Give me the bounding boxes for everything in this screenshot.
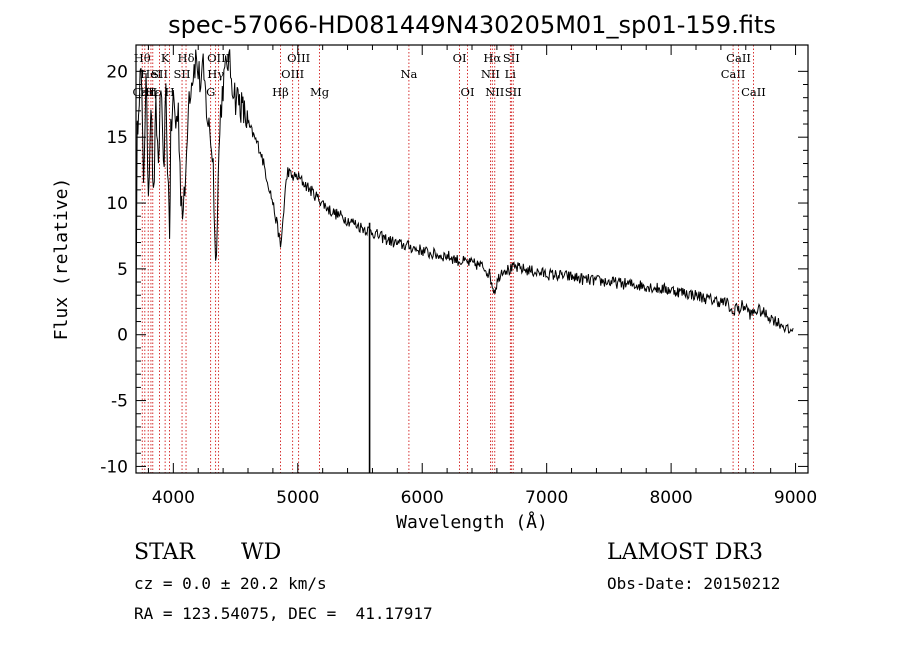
line-marker-label: NII [485, 85, 504, 99]
x-tick-label: 6000 [401, 488, 444, 508]
line-marker-label: NII [481, 67, 500, 81]
y-tick-label: -5 [111, 392, 128, 412]
line-marker-label: SII [505, 85, 522, 99]
line-marker-label: Hδ [178, 51, 195, 65]
line-marker-label: Hβ [272, 85, 289, 99]
line-marker-label: CaII [721, 67, 746, 81]
x-tick-label: 4000 [152, 488, 195, 508]
coordinates-info: RA = 123.54075, DEC = 41.17917 [134, 604, 433, 623]
y-tick-label: 0 [117, 326, 128, 346]
line-marker-label: H [165, 85, 175, 99]
x-tick-label: 7000 [525, 488, 568, 508]
line-marker-label: OIII [281, 67, 304, 81]
line-marker-label: Hα [483, 51, 501, 65]
spectrum-group [135, 49, 794, 473]
line-marker-label: OI [461, 85, 475, 99]
line-marker-label: SII [151, 67, 168, 81]
subclass-label: WD [241, 540, 282, 565]
survey-label: LAMOST DR3 [607, 540, 763, 565]
y-axis-label: Flux (relative) [51, 178, 72, 341]
line-marker-label: G [206, 85, 215, 99]
line-marker-group: HθCaIIHηHeIHεSIIKHSIIHδGHγOIIIHβOIIIOIII… [132, 45, 766, 473]
x-axis-label: Wavelength (Å) [396, 511, 548, 533]
spectrum-line [135, 49, 794, 350]
axis-ticks: 4000 5000 6000 7000 8000 9000 -10 -5 0 5 10 15 20 [100, 45, 817, 508]
line-marker-label: OIII [287, 51, 310, 65]
line-marker-label: CaII [726, 51, 751, 65]
y-tick-label: 10 [106, 194, 128, 214]
y-tick-label: 5 [117, 260, 128, 280]
line-marker-label: Hγ [207, 67, 224, 81]
y-tick-label: -10 [100, 457, 128, 477]
line-marker-label: OIII [207, 51, 230, 65]
line-marker-label: CaII [741, 85, 766, 99]
y-tick-label: 15 [106, 128, 128, 148]
line-marker-label: K [161, 51, 170, 65]
line-marker-label: Li [505, 67, 517, 81]
line-marker-label: Mg [310, 85, 330, 99]
line-marker-label: OI [453, 51, 467, 65]
x-tick-label: 8000 [649, 488, 692, 508]
class-label: STAR [134, 540, 195, 565]
obs-date: Obs-Date: 20150212 [607, 574, 781, 593]
line-marker-label: Hθ [134, 51, 151, 65]
y-tick-label: 20 [106, 62, 128, 82]
chart-title: spec-57066-HD081449N430205M01_sp01-159.f… [168, 11, 776, 39]
x-tick-label: 9000 [774, 488, 817, 508]
x-tick-label: 5000 [276, 488, 319, 508]
line-marker-label: SII [503, 51, 520, 65]
redshift-info: cz = 0.0 ± 20.2 km/s [134, 574, 327, 593]
line-marker-label: SII [174, 67, 191, 81]
line-marker-label: Na [400, 67, 417, 81]
line-marker-label: Hε [145, 85, 161, 99]
